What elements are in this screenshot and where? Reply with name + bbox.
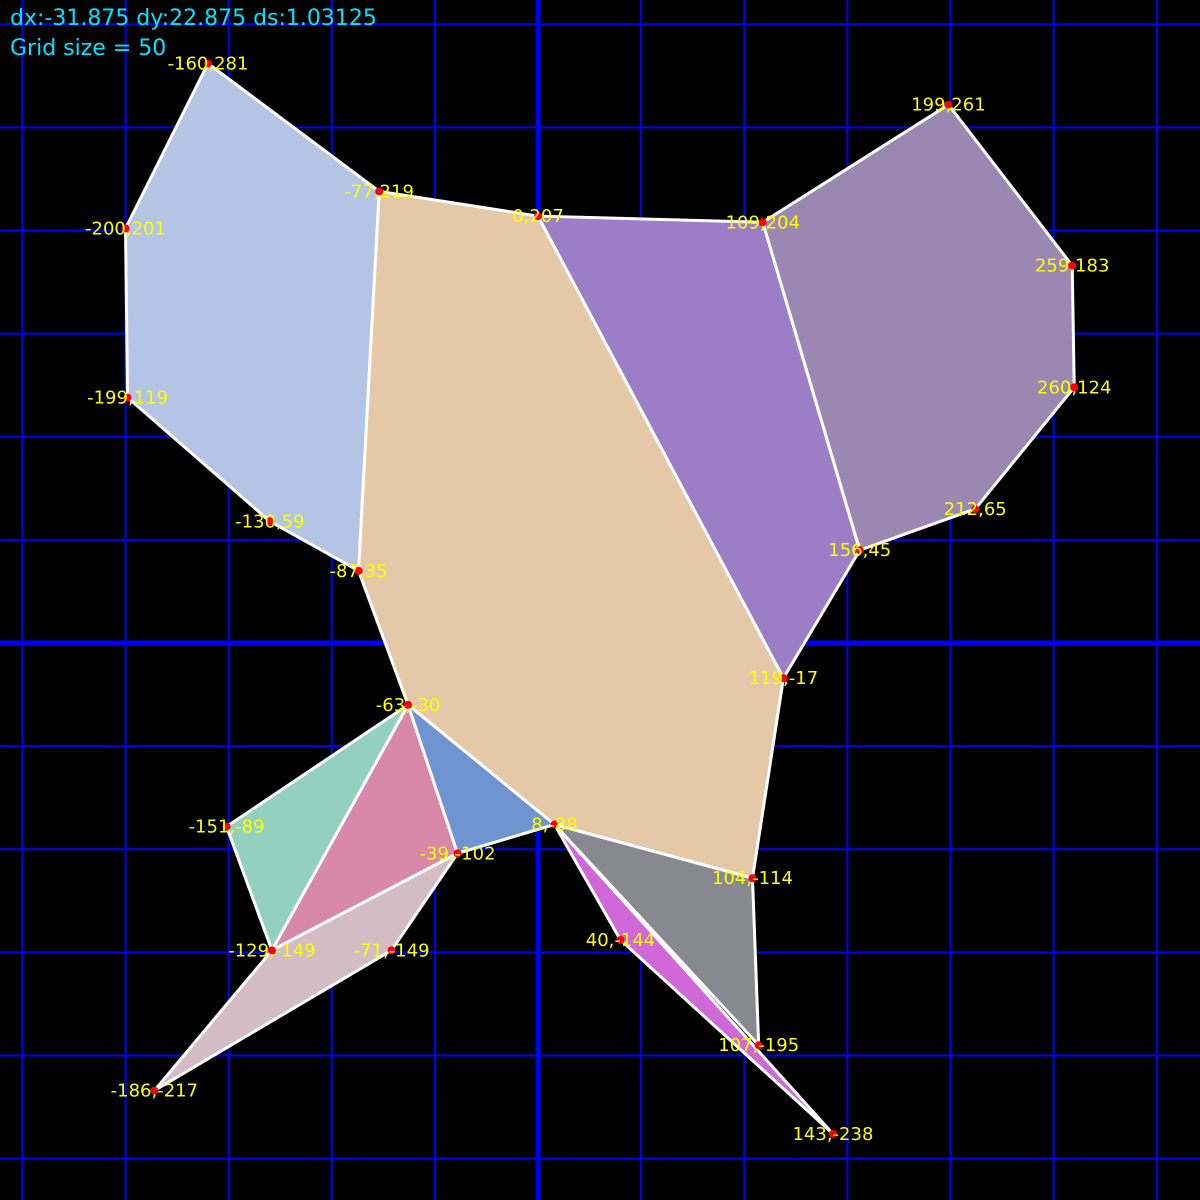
vertex-handle[interactable] — [375, 187, 384, 196]
vertex-label: -151,-89 — [189, 817, 265, 838]
vertex-label: -87,35 — [330, 561, 388, 582]
vertex-handle[interactable] — [971, 504, 980, 513]
transform-readout: dx:-31.875 dy:22.875 ds:1.03125 — [10, 6, 377, 31]
vertex-handle[interactable] — [222, 822, 231, 831]
vertex-layer — [121, 59, 1079, 1138]
vertex-handle[interactable] — [123, 393, 132, 402]
vertex-label: 212,65 — [944, 499, 1007, 520]
vertex-handle[interactable] — [616, 936, 625, 944]
vertex-handle[interactable] — [779, 674, 788, 683]
polygon-layer — [124, 61, 1076, 1136]
vertex-label: 199,261 — [911, 95, 985, 116]
vertex-label: 259,183 — [1035, 256, 1109, 277]
vertex-label: -39,-102 — [420, 843, 496, 864]
vertex-handle[interactable] — [265, 517, 274, 526]
vertex-label: -186,-217 — [111, 1081, 198, 1102]
vertex-handle[interactable] — [944, 100, 953, 109]
vertex-handle[interactable] — [534, 212, 542, 221]
vertex-label: 156,45 — [828, 540, 891, 561]
vertex-handle[interactable] — [150, 1086, 159, 1095]
vertex-label: -200,201 — [85, 218, 166, 239]
vertex-label: 0,207 — [512, 206, 564, 227]
vertex-label: 8,-88 — [531, 815, 578, 836]
vertex-label: 119,-17 — [749, 668, 818, 689]
vertex-handle[interactable] — [828, 1129, 837, 1138]
vertex-label: 104,-114 — [712, 868, 793, 889]
vertex-handle[interactable] — [748, 874, 757, 883]
vertex-handle[interactable] — [1068, 261, 1077, 270]
vertex-label: 107,-195 — [718, 1035, 799, 1056]
vertex-label: -199,119 — [87, 388, 168, 409]
grid-size-readout: Grid size = 50 — [10, 36, 167, 61]
vertex-handle[interactable] — [404, 700, 413, 709]
vertex-label: 40,-144 — [586, 930, 655, 951]
vertex-label: -63,-30 — [376, 695, 441, 716]
vertex-handle[interactable] — [1070, 383, 1079, 392]
vertex-label: -129,-149 — [228, 940, 315, 961]
vertex-label: 260,124 — [1037, 377, 1111, 398]
vertex-handle[interactable] — [758, 218, 767, 227]
polygon-leg-magenta[interactable] — [553, 823, 835, 1136]
vertex-label: -160,281 — [168, 53, 249, 74]
vertex-label: -77,219 — [344, 181, 413, 202]
vertex-label: -71,-149 — [354, 940, 430, 961]
vertex-handle[interactable] — [453, 849, 462, 858]
vertex-label: 109,204 — [726, 212, 800, 233]
vertex-handle[interactable] — [354, 566, 363, 575]
vertex-label-layer: -160,281 -77,219 0,207 109,204 199,261 259,18… — [85, 53, 1111, 1144]
vertex-handle[interactable] — [121, 224, 130, 233]
vertex-handle[interactable] — [754, 1041, 763, 1050]
vertex-handle[interactable] — [855, 546, 864, 555]
vertex-handle[interactable] — [387, 946, 396, 955]
vertex-label: -130,59 — [235, 511, 304, 532]
polygon-blue[interactable] — [406, 703, 556, 855]
vertex-label: 143,-238 — [792, 1124, 873, 1145]
vertex-handle[interactable] — [267, 946, 276, 955]
vertex-handle[interactable] — [204, 59, 212, 68]
vertex-handle[interactable] — [550, 820, 559, 829]
